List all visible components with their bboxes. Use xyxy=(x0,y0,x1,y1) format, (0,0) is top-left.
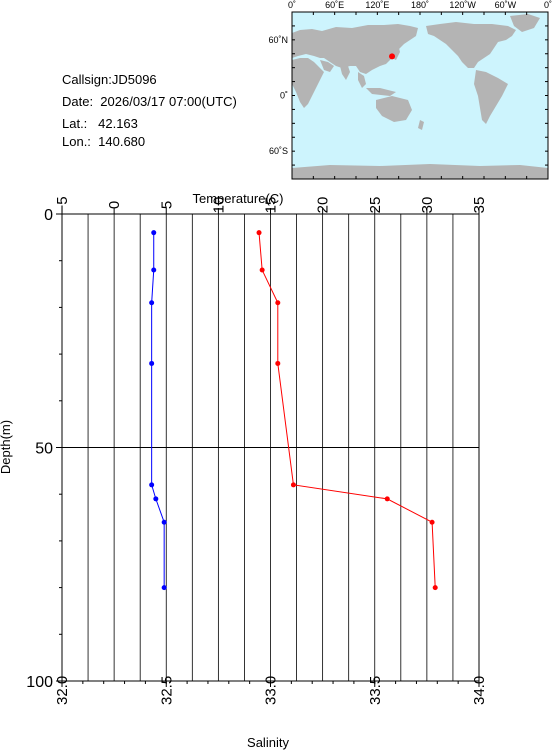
temperature-data-point xyxy=(275,360,281,366)
salinity-data-point xyxy=(161,585,167,591)
latitude-text: Lat.: 42.163 xyxy=(62,116,138,131)
map-tick-marks xyxy=(291,11,549,180)
series-group xyxy=(149,230,438,591)
temperature-tick-label: 10 xyxy=(210,197,227,214)
map-lon-label: 0˚ xyxy=(288,0,296,10)
salinity-axis-label: Salinity xyxy=(247,735,289,750)
temperature-tick-label: 25 xyxy=(367,197,384,214)
map-lat-label: 0˚ xyxy=(280,91,288,101)
temperature-tick-label: 5 xyxy=(158,201,175,209)
callsign-text: Callsign:JD5096 xyxy=(62,72,157,87)
map-lat-label: 60˚N xyxy=(268,35,288,45)
salinity-tick-labels: 32.0 32.5 33.0 33.5 34.0 xyxy=(54,676,488,705)
land-eurasia xyxy=(292,24,418,74)
land-southeast-asia xyxy=(358,72,366,88)
temperature-tick-label: 15 xyxy=(263,197,280,214)
salinity-data-point xyxy=(161,519,167,525)
temperature-data-point xyxy=(259,267,265,273)
temperature-tick-label: 20 xyxy=(315,197,332,214)
longitude-text: Lon.: 140.680 xyxy=(62,134,146,149)
station-marker xyxy=(389,53,396,60)
salinity-data-point xyxy=(153,496,159,502)
land-south-america xyxy=(474,70,508,124)
salinity-tick-label: 32.0 xyxy=(54,676,71,705)
temperature-tick-label: −5 xyxy=(54,196,71,213)
depth-axis-label: Depth(m) xyxy=(0,420,13,474)
temperature-data-point xyxy=(290,482,296,488)
depth-tick-labels: 0 50 100 xyxy=(26,207,53,691)
salinity-tick-label: 33.0 xyxy=(263,676,280,705)
land-arabia xyxy=(320,60,334,72)
temperature-tick-label: 35 xyxy=(471,197,488,214)
axis-tick-marks xyxy=(56,208,480,687)
salinity-tick-label: 34.0 xyxy=(471,676,488,705)
map-latitude-labels: 60˚N 0˚ 60˚S xyxy=(268,35,288,156)
temperature-data-point xyxy=(432,585,438,591)
world-map: 0˚ 60˚E 120˚E 180˚ 120˚W 60˚W 0˚ 60˚N 0˚ 60˚S xyxy=(268,0,552,180)
land-india xyxy=(340,66,350,80)
map-lat-label: 60˚S xyxy=(269,146,288,156)
temperature-tick-labels: −5 0 5 10 15 20 25 30 35 xyxy=(54,196,488,213)
depth-tick-label: 0 xyxy=(44,207,53,224)
salinity-tick-label: 33.5 xyxy=(367,676,384,705)
map-lon-label: 60˚W xyxy=(495,0,517,10)
land-indonesia xyxy=(366,88,396,96)
land-new-zealand xyxy=(418,120,424,130)
profile-plot: −5 0 5 10 15 20 25 30 35 32.0 32.5 33.0 33.5 34.0 05… xyxy=(0,191,488,750)
salinity-profile-line xyxy=(151,232,165,588)
map-longitude-labels: 0˚ 60˚E 120˚E 180˚ 120˚W 60˚W 0˚ xyxy=(288,0,552,10)
map-lon-label: 180˚ xyxy=(411,0,429,10)
date-text: Date: 2026/03/17 07:00(UTC) xyxy=(62,94,237,109)
temperature-axis-label: Temperature(C) xyxy=(192,191,283,206)
temperature-tick-label: 0 xyxy=(106,201,123,209)
land-greenland xyxy=(510,14,540,32)
temperature-tick-label: 30 xyxy=(419,197,436,214)
salinity-data-point xyxy=(149,482,155,488)
salinity-data-point xyxy=(149,360,155,366)
map-lon-label: 120˚W xyxy=(449,0,476,10)
land-africa xyxy=(292,58,324,108)
temperature-data-point xyxy=(256,230,262,236)
temperature-data-point xyxy=(384,496,390,502)
land-north-america xyxy=(426,22,516,68)
salinity-tick-label: 32.5 xyxy=(158,676,175,705)
map-lon-label: 120˚E xyxy=(365,0,389,10)
temperature-profile-line xyxy=(258,232,436,588)
depth-tick-label: 100 xyxy=(26,674,53,691)
temperature-data-point xyxy=(275,300,281,306)
salinity-data-point xyxy=(149,300,155,306)
salinity-data-point xyxy=(151,267,157,273)
map-lon-label: 0˚ xyxy=(544,0,552,10)
land-australia xyxy=(376,96,412,122)
salinity-data-point xyxy=(151,230,157,236)
land-antarctica xyxy=(292,164,548,179)
depth-tick-label: 50 xyxy=(35,441,53,458)
map-lon-label: 60˚E xyxy=(325,0,344,10)
map-landmasses xyxy=(292,14,548,179)
temperature-data-point xyxy=(429,519,435,525)
